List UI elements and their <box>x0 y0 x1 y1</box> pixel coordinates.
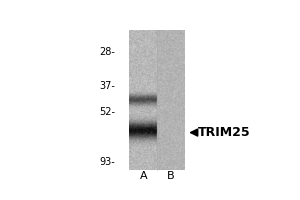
Text: TRIM25: TRIM25 <box>198 126 250 139</box>
Text: 93-: 93- <box>100 157 116 167</box>
Text: A: A <box>140 171 147 181</box>
Text: 52-: 52- <box>99 107 116 117</box>
Text: 28-: 28- <box>100 47 116 57</box>
Text: 37-: 37- <box>100 81 116 91</box>
Text: B: B <box>167 171 175 181</box>
